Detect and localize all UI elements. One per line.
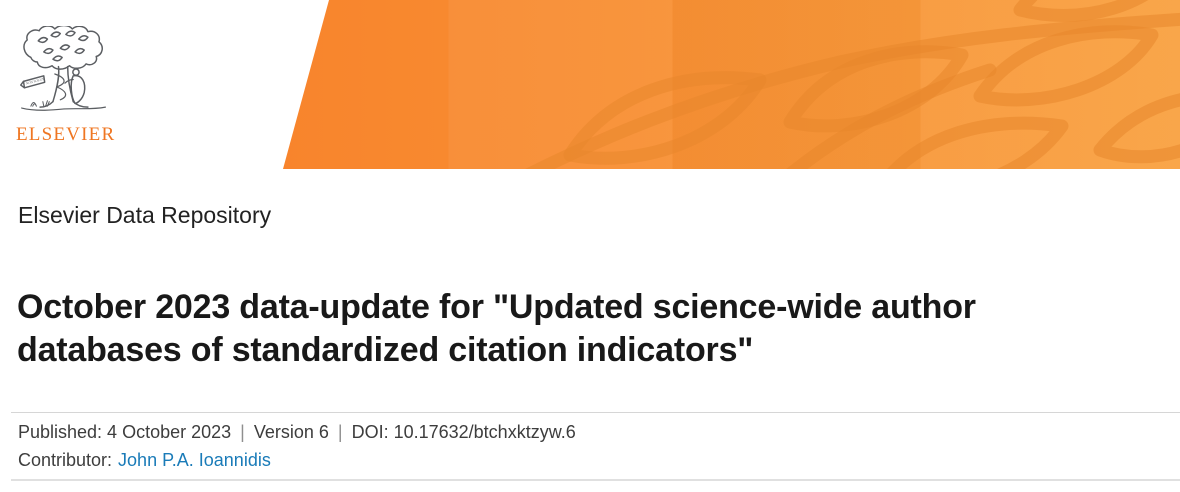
dataset-title-line1: October 2023 data-update for "Updated sc… (17, 288, 976, 326)
elsevier-logo[interactable]: NON SOLUS ELSEVIER (16, 26, 116, 146)
non-solus-motto: NON SOLUS (26, 77, 45, 86)
doi-value: DOI: 10.17632/btchxktzyw.6 (351, 422, 576, 442)
published-date: Published: 4 October 2023 (18, 422, 232, 442)
dataset-title: October 2023 data-update for "Updated sc… (17, 286, 976, 372)
leaf-pattern-decoration (473, 0, 1180, 169)
contributor-row: Contributor: John P.A. Ioannidis (18, 450, 271, 471)
dataset-title-line2: databases of standardized citation indic… (17, 331, 754, 369)
divider (11, 479, 1180, 481)
meta-separator: | (337, 422, 343, 442)
elsevier-tree-icon: NON SOLUS (20, 26, 106, 111)
dataset-meta: Published: 4 October 2023 | Version 6 | DOI:… (18, 422, 576, 443)
divider (11, 412, 1180, 413)
contributor-label: Contributor: (18, 450, 113, 470)
version-label: Version 6 (253, 422, 329, 442)
site-title: Elsevier Data Repository (18, 202, 272, 228)
header-banner-decoration (283, 0, 1180, 169)
meta-separator: | (240, 422, 245, 442)
elsevier-wordmark: ELSEVIER (16, 124, 116, 145)
contributor-link[interactable]: John P.A. Ioannidis (118, 450, 271, 470)
